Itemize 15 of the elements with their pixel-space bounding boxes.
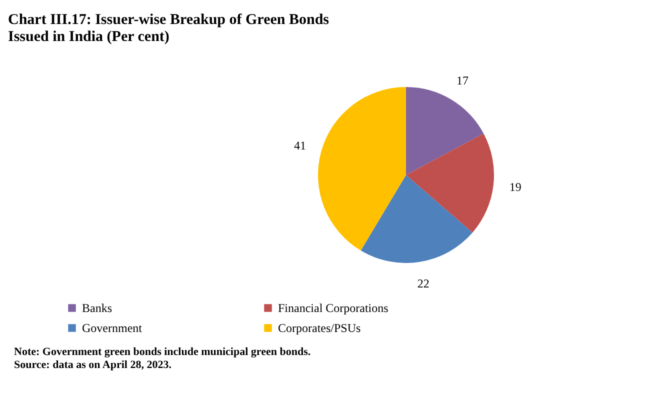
pie-slice xyxy=(406,87,484,175)
legend-label: Banks xyxy=(82,301,112,315)
pie-slice xyxy=(318,87,406,251)
text: Note: Government green bonds include municipal green bonds. xyxy=(14,346,311,358)
source-note: Source: data as on April 28, 2023. xyxy=(14,359,172,371)
data-label: 17 xyxy=(456,74,469,88)
chart-title: Chart III.17: Issuer-wise Breakup of Green Bonds Issued in India (Per cent) xyxy=(8,12,330,45)
pie-slice xyxy=(406,133,494,233)
legend-label: Government xyxy=(82,321,143,335)
data-label: 22 xyxy=(417,276,430,291)
data-label: 19 xyxy=(509,180,522,194)
pie-slice xyxy=(360,175,473,263)
legend-label: Corporates/PSUs xyxy=(278,321,361,335)
data-label: 41 xyxy=(294,138,306,153)
legend-label: Financial Corporations xyxy=(278,301,389,315)
